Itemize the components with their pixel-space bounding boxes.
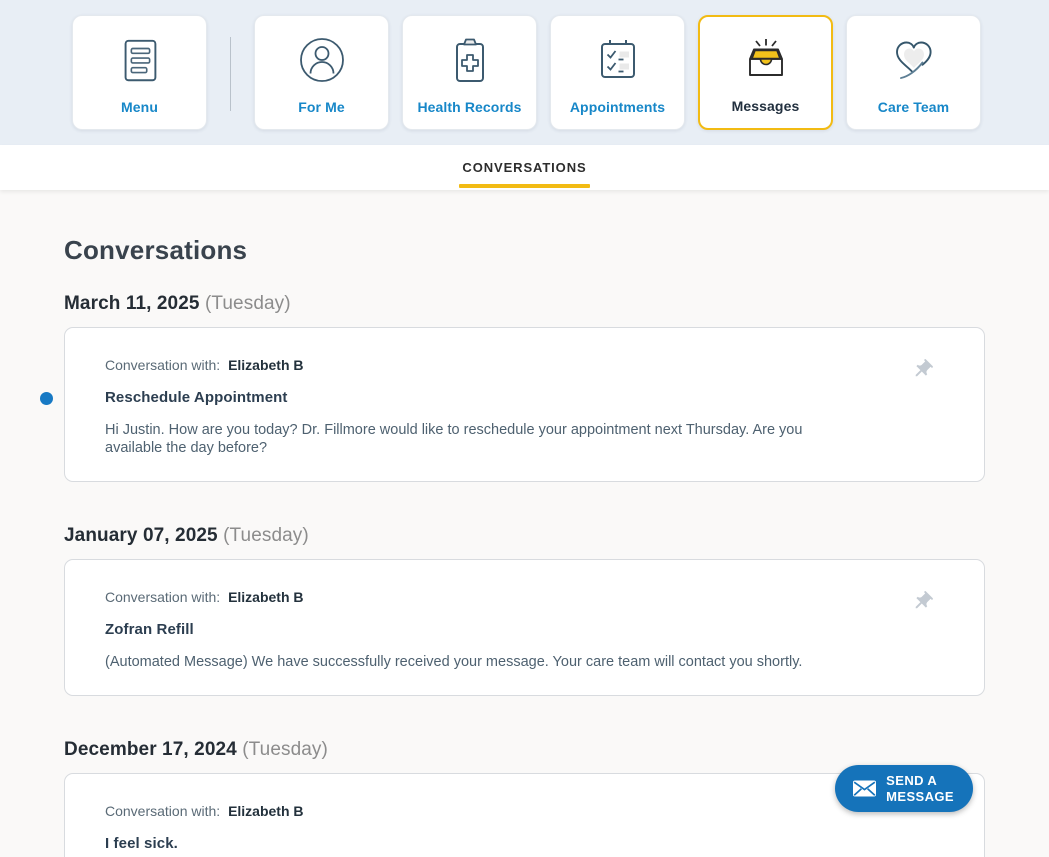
nav-label-care-team: Care Team: [877, 99, 950, 115]
inbox-icon: [739, 23, 793, 98]
tab-active-underline: [459, 184, 590, 188]
date-text: December 17, 2024: [64, 739, 237, 761]
nav-label-messages: Messages: [731, 98, 800, 114]
conversation-card[interactable]: Conversation with: Elizabeth B I feel si…: [64, 773, 985, 857]
nav-card-menu[interactable]: Menu: [72, 15, 207, 130]
nav-label-for-me: For Me: [298, 99, 345, 115]
nav-label-appointments: Appointments: [569, 99, 666, 115]
date-heading: March 11, 2025 (Tuesday): [64, 293, 985, 315]
menu-icon: [115, 22, 165, 99]
conversation-with-label: Conversation with:: [105, 803, 221, 820]
participant-name: Elizabeth B: [228, 357, 304, 373]
weekday-text: (Tuesday): [204, 293, 291, 314]
conversation-date-section: December 17, 2024 (Tuesday) Conversation…: [64, 739, 985, 857]
conversations-page: Conversations March 11, 2025 (Tuesday) C…: [0, 190, 1049, 857]
conversation-with-label: Conversation with:: [105, 357, 221, 373]
calendar-checklist-icon: [591, 22, 645, 99]
unread-indicator-dot: [40, 392, 53, 405]
send-a-message-button[interactable]: SEND A MESSAGE: [835, 765, 973, 812]
conversation-with-row: Conversation with: Elizabeth B: [105, 357, 834, 373]
pin-icon[interactable]: [911, 590, 934, 613]
nav-card-appointments[interactable]: Appointments: [550, 15, 685, 130]
person-icon: [295, 22, 349, 99]
participant-name: Elizabeth B: [228, 803, 304, 820]
conversation-preview: Hi Justin. How are you today? Dr. Fillmo…: [105, 422, 803, 457]
nav-card-care-team[interactable]: Care Team: [846, 15, 981, 130]
weekday-text: (Tuesday): [223, 525, 309, 547]
conversation-subject: Reschedule Appointment: [105, 389, 288, 406]
nav-card-messages[interactable]: Messages: [698, 15, 833, 130]
date-text: March 11, 2025: [64, 293, 200, 314]
date-text: January 07, 2025: [64, 525, 218, 547]
nav-label-menu: Menu: [121, 99, 158, 115]
tab-conversations[interactable]: CONVERSATIONS: [459, 145, 590, 190]
participant-name: Elizabeth B: [228, 589, 304, 606]
conversation-card[interactable]: Conversation with: Elizabeth B Zofran Re…: [64, 559, 985, 697]
envelope-icon: [852, 779, 877, 798]
page-title: Conversations: [64, 235, 248, 265]
heart-icon: [886, 22, 942, 99]
pin-icon[interactable]: [911, 358, 934, 381]
conversation-preview: (Automated Message) We have successfully…: [105, 654, 803, 671]
weekday-text: (Tuesday): [242, 739, 328, 761]
conversation-subject: Zofran Refill: [105, 621, 194, 639]
tab-bar: CONVERSATIONS: [0, 145, 1049, 190]
nav-label-health-records: Health Records: [417, 99, 522, 115]
date-heading: January 07, 2025 (Tuesday): [64, 525, 985, 547]
conversation-with-row: Conversation with: Elizabeth B: [105, 803, 834, 819]
clipboard-medical-icon: [443, 22, 497, 99]
nav-card-health-records[interactable]: Health Records: [402, 15, 537, 130]
conversation-card[interactable]: Conversation with: Elizabeth B Reschedul…: [40, 327, 985, 483]
nav-card-for-me[interactable]: For Me: [254, 15, 389, 130]
top-navigation: Menu For Me Health Records: [0, 0, 1049, 145]
tab-conversations-label: CONVERSATIONS: [462, 160, 587, 175]
date-heading: December 17, 2024 (Tuesday): [64, 739, 985, 761]
send-a-message-label: SEND A MESSAGE: [886, 773, 954, 804]
conversation-with-row: Conversation with: Elizabeth B: [105, 589, 834, 605]
conversation-subject: I feel sick.: [105, 835, 178, 853]
nav-divider: [230, 37, 231, 111]
conversation-date-section: March 11, 2025 (Tuesday) Conversation wi…: [40, 293, 985, 483]
conversation-with-label: Conversation with:: [105, 589, 221, 606]
conversation-date-section: January 07, 2025 (Tuesday) Conversation …: [64, 525, 985, 697]
